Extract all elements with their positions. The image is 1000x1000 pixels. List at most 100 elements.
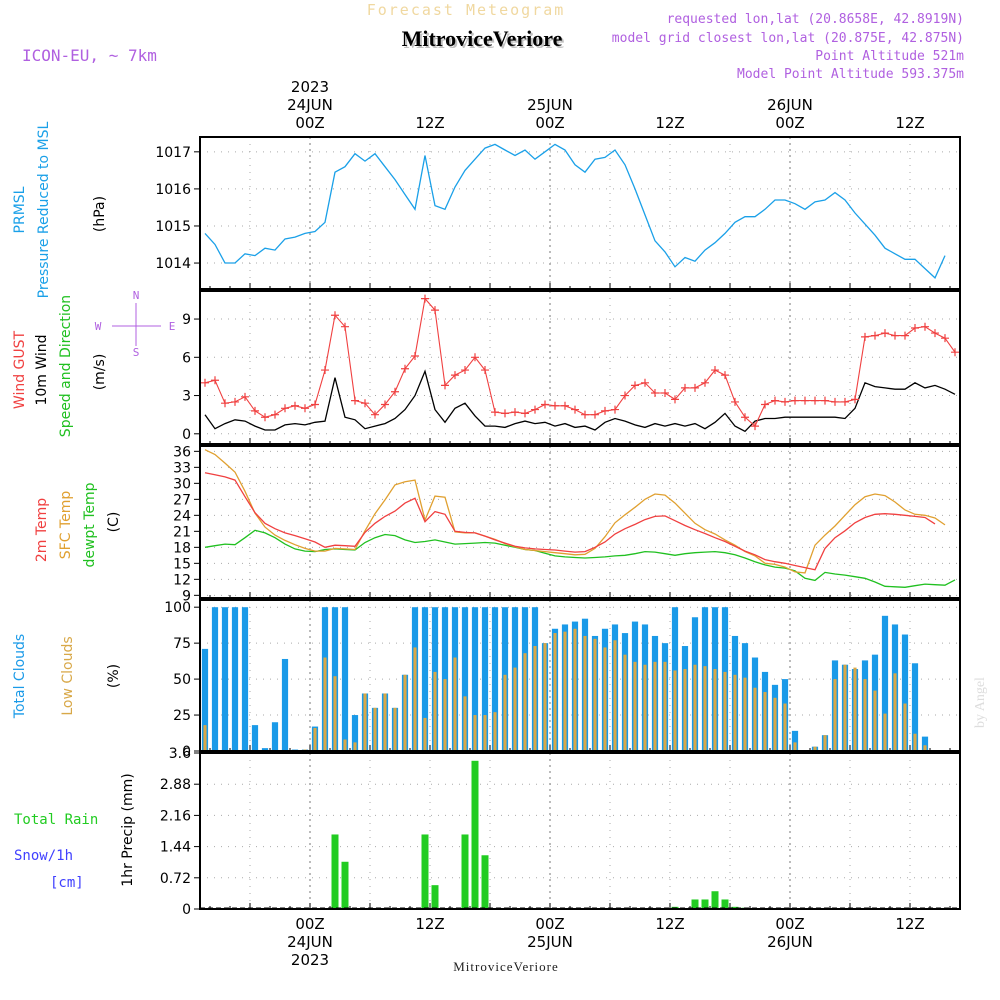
panel-clouds: 0 25 50 75 100 xyxy=(164,600,960,760)
bottom-time-label: 12Z xyxy=(895,915,924,933)
y-tick-label: 1014 xyxy=(155,256,191,272)
low-cloud-bar xyxy=(923,745,927,751)
prmsl-label: PRMSL xyxy=(12,186,28,233)
rain-bar xyxy=(731,906,739,909)
pressure-labels: PRMSL Pressure Reduced to MSL (hPa) xyxy=(12,121,108,298)
gust-marker xyxy=(341,322,349,331)
compass-e: E xyxy=(169,320,176,333)
low-cloud-bar xyxy=(703,666,707,751)
panel-frame xyxy=(199,290,961,445)
gust-line xyxy=(204,297,956,428)
total-cloud-bar xyxy=(481,607,489,751)
rain-bar xyxy=(461,834,469,909)
low-clouds-label: Low Clouds xyxy=(60,636,76,715)
low-cloud-bar xyxy=(713,669,717,751)
bottom-time-label: 26JUN xyxy=(767,933,813,951)
top-time-label: 25JUN xyxy=(527,96,573,114)
gust-marker xyxy=(941,334,949,343)
sfc-label: SFC Temp xyxy=(58,491,74,560)
low-cloud-bar xyxy=(673,670,677,751)
panel-frame xyxy=(199,445,961,599)
low-cloud-bar xyxy=(543,643,547,751)
bottom-time-label: 2023 xyxy=(291,951,329,969)
rain-bar xyxy=(701,899,709,909)
low-cloud-bar xyxy=(203,725,207,751)
low-cloud-bar xyxy=(573,628,577,751)
gust-marker xyxy=(571,405,579,414)
gust-marker xyxy=(841,397,849,406)
rain-bar xyxy=(481,855,489,909)
cloud-unit: (%) xyxy=(106,664,122,688)
low-cloud-bar xyxy=(613,640,617,751)
total-cloud-bar xyxy=(341,607,349,751)
low-cloud-bar xyxy=(623,654,627,751)
gust-marker xyxy=(721,371,729,380)
total-cloud-bar xyxy=(271,722,279,751)
low-cloud-bar xyxy=(693,664,697,751)
y-tick-label: 50 xyxy=(173,672,191,688)
direction-label: Speed and Direction xyxy=(58,295,74,437)
y-tick-label: 6 xyxy=(182,350,191,366)
rain-bar xyxy=(431,885,439,909)
rain-bar xyxy=(721,899,729,909)
gust-marker xyxy=(231,397,239,406)
low-cloud-bar xyxy=(513,667,517,751)
low-cloud-bar xyxy=(523,653,527,751)
panel-frame xyxy=(199,752,961,910)
temp-unit: (C) xyxy=(106,512,122,533)
gust-marker xyxy=(891,331,899,340)
point-altitude: Point Altitude 521m xyxy=(815,49,964,64)
panel-wind: 0 3 6 9 xyxy=(182,291,960,444)
total-cloud-bar xyxy=(231,607,239,751)
gust-marker xyxy=(261,413,269,422)
low-cloud-bar xyxy=(333,676,337,751)
low-cloud-bar xyxy=(593,638,597,751)
low-cloud-bar xyxy=(433,671,437,751)
wind-labels: Wind GUST 10m Wind Speed and Direction (… xyxy=(12,289,175,437)
gust-marker xyxy=(621,391,629,400)
bottom-time-label: 00Z xyxy=(535,915,564,933)
top-time-label: 12Z xyxy=(655,114,684,132)
model-name: ICON-EU, ~ 7km xyxy=(22,46,157,65)
rain-bar xyxy=(331,834,339,909)
low-cloud-bar xyxy=(603,647,607,751)
gust-marker xyxy=(281,404,289,413)
gust-marker xyxy=(901,331,909,340)
footer-station: MitroviceVeriore xyxy=(453,959,559,974)
gust-marker xyxy=(831,397,839,406)
gust-marker xyxy=(241,392,249,401)
compass-w: W xyxy=(95,320,102,333)
y-tick-label: 1015 xyxy=(155,219,191,235)
gust-marker xyxy=(781,397,789,406)
low-cloud-bar xyxy=(783,703,787,751)
sfc-temp-line xyxy=(204,449,946,574)
low-cloud-bar xyxy=(473,715,477,751)
gust-marker xyxy=(761,400,769,409)
low-cloud-bar xyxy=(483,715,487,751)
gust-marker xyxy=(931,329,939,338)
low-cloud-bar xyxy=(503,674,507,751)
gust-marker xyxy=(561,401,569,410)
pressure-line xyxy=(204,143,946,279)
total-rain-label: Total Rain xyxy=(14,812,98,828)
gust-marker xyxy=(701,378,709,387)
total-cloud-bar xyxy=(461,607,469,751)
low-cloud-bar xyxy=(403,674,407,751)
gust-marker xyxy=(861,332,869,341)
requested-lonlat: requested lon,lat (20.8658E, 42.8919N) xyxy=(667,12,964,27)
gust-marker xyxy=(541,400,549,409)
gust-marker xyxy=(301,404,309,413)
bottom-time-label: 00Z xyxy=(295,915,324,933)
gust-marker xyxy=(651,389,659,397)
y-tick-label: 1.44 xyxy=(160,840,191,856)
gust-marker xyxy=(661,389,669,397)
y-tick-label: 1016 xyxy=(155,182,191,198)
total-cloud-bar xyxy=(261,748,269,751)
gust-marker xyxy=(691,383,699,392)
gust-marker xyxy=(491,408,499,417)
low-cloud-bar xyxy=(873,690,877,751)
bottom-time-label: 12Z xyxy=(415,915,444,933)
